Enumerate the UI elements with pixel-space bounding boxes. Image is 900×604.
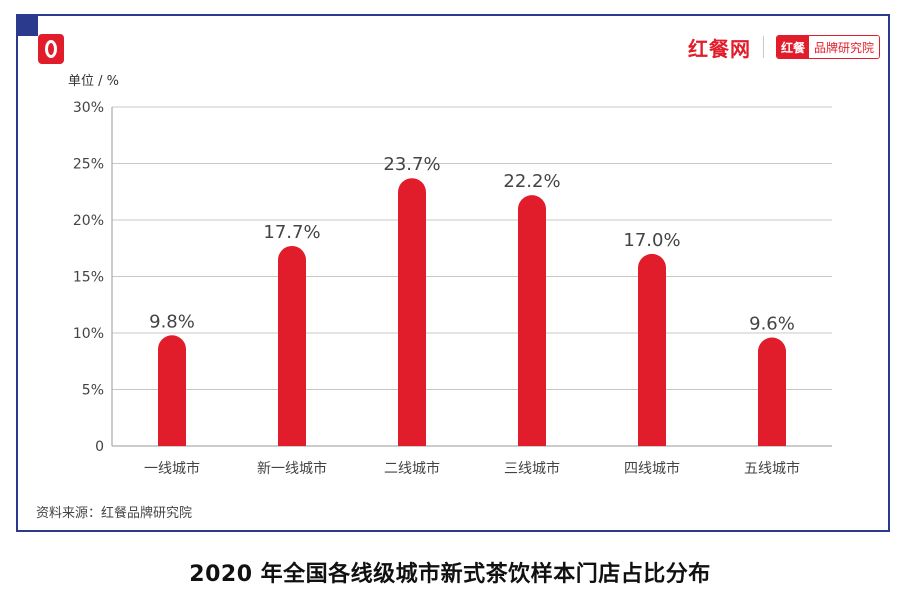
x-tick-label: 四线城市 [624, 460, 680, 477]
x-tick-label: 五线城市 [744, 460, 800, 477]
y-tick-label: 25% [73, 157, 104, 173]
bar [638, 253, 666, 446]
bar [398, 178, 426, 446]
bar-value-label: 9.8% [149, 311, 195, 332]
bar-value-label: 23.7% [383, 154, 440, 175]
bar-value-label: 9.6% [749, 314, 795, 335]
bar-value-label: 17.7% [263, 222, 320, 243]
x-tick-label: 三线城市 [504, 460, 560, 477]
bar-value-label: 17.0% [623, 230, 680, 251]
chart-caption: 2020 年全国各线级城市新式茶饮样本门店占比分布 [189, 562, 711, 587]
y-tick-label: 0 [95, 439, 104, 455]
brand-logo-icon [38, 34, 64, 64]
y-tick-label: 10% [73, 326, 104, 342]
y-tick-label: 5% [82, 383, 104, 399]
brand-badge-sub: 品牌研究院 [808, 36, 879, 58]
unit-label: 单位 / % [68, 74, 119, 89]
bar [758, 337, 786, 446]
brand-badge: 红餐 品牌研究院 [775, 35, 880, 59]
brand-badge-main: 红餐 [776, 36, 809, 58]
bar [518, 195, 546, 446]
y-tick-label: 30% [73, 100, 104, 116]
bar [278, 245, 306, 446]
y-tick-label: 15% [73, 270, 104, 286]
x-tick-label: 新一线城市 [257, 460, 327, 477]
bar-value-label: 22.2% [503, 171, 560, 192]
brand-header: 红餐网 红餐 品牌研究院 [688, 32, 880, 62]
y-tick-label: 20% [73, 213, 104, 229]
x-tick-label: 二线城市 [384, 460, 440, 477]
chart-frame [16, 14, 890, 532]
x-tick-label: 一线城市 [144, 460, 200, 477]
site-name: 红餐网 [687, 36, 751, 61]
corner-mark [16, 14, 38, 36]
brand-divider [762, 36, 764, 58]
source-note: 资料来源：红餐品牌研究院 [36, 506, 193, 521]
bar [158, 335, 187, 446]
